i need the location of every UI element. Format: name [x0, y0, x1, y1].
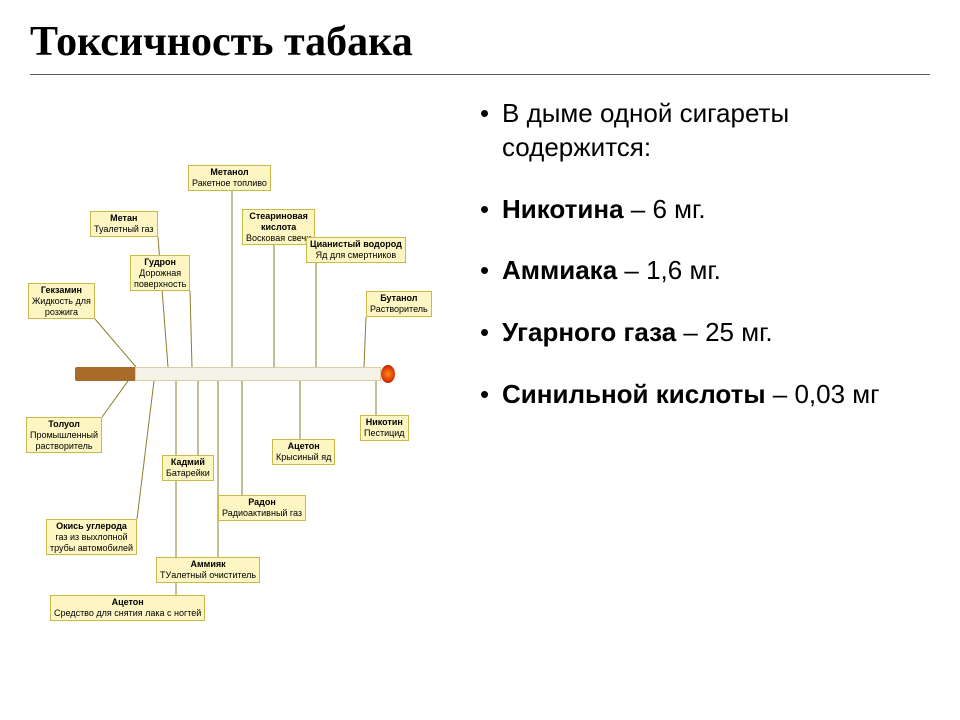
- cigarette-ember: [381, 365, 395, 383]
- callout-sub: Яд для смертников: [310, 250, 402, 261]
- callout-metanol: МетанолРакетное топливо: [188, 165, 271, 191]
- callout-sub: Радиоактивный газ: [222, 508, 302, 519]
- callout-sub: ТУалетный очиститель: [160, 570, 256, 581]
- callout-stearin: СтеариноваякислотаВосковая свечи: [242, 209, 315, 245]
- callout-head: Кадмий: [166, 457, 210, 468]
- callout-head: Стеариноваякислота: [246, 211, 311, 233]
- callout-head: Гудрон: [134, 257, 186, 268]
- callout-sub: Промышленныйрастворитель: [30, 430, 98, 452]
- cigarette: [75, 367, 395, 381]
- slide: Токсичность табака ГекзаминЖидкость дляр…: [0, 0, 960, 720]
- cigarette-diagram: ГекзаминЖидкость длярозжига МетанТуалетны…: [20, 87, 440, 627]
- callout-head: Никотин: [364, 417, 405, 428]
- content-row: ГекзаминЖидкость длярозжига МетанТуалетны…: [0, 87, 960, 627]
- callout-toluol: ТолуолПромышленныйрастворитель: [26, 417, 102, 453]
- callout-sub: Восковая свечи: [246, 233, 311, 244]
- cigarette-filter: [75, 367, 135, 381]
- bullet-item: В дыме одной сигареты содержится:: [480, 97, 930, 165]
- bullet-text: – 25 мг.: [676, 317, 772, 347]
- callout-ammiak: АммиякТУалетный очиститель: [156, 557, 260, 583]
- callout-sub: Батарейки: [166, 468, 210, 479]
- callout-head: Аммияк: [160, 559, 256, 570]
- bullet-item: Никотина – 6 мг.: [480, 193, 930, 227]
- callout-head: Метанол: [192, 167, 267, 178]
- callout-head: Толуол: [30, 419, 98, 430]
- title-divider: [30, 74, 930, 75]
- bullet-item: Аммиака – 1,6 мг.: [480, 254, 930, 288]
- callout-aceton2: АцетонСредство для снятия лака с ногтей: [50, 595, 205, 621]
- bullet-text: – 6 мг.: [624, 194, 706, 224]
- bullet-item: Синильной кислоты – 0,03 мг: [480, 378, 930, 412]
- bullet-bold: Синильной кислоты: [502, 379, 766, 409]
- bullet-item: Угарного газа – 25 мг.: [480, 316, 930, 350]
- bullet-text: – 0,03 мг: [766, 379, 880, 409]
- callout-head: Радон: [222, 497, 302, 508]
- callout-sub: Ракетное топливо: [192, 178, 267, 189]
- bullet-list: В дыме одной сигареты содержится: Никотин…: [440, 87, 940, 627]
- bullet-bold: Угарного газа: [502, 317, 676, 347]
- callout-head: Окись углерода: [50, 521, 133, 532]
- callout-sub: Жидкость длярозжига: [32, 296, 91, 318]
- callout-head: Бутанол: [370, 293, 428, 304]
- cigarette-body: [135, 367, 381, 381]
- callout-head: Ацетон: [54, 597, 201, 608]
- bullet-bold: Никотина: [502, 194, 624, 224]
- callout-sub: Средство для снятия лака с ногтей: [54, 608, 201, 619]
- callout-sub: Растворитель: [370, 304, 428, 315]
- page-title: Токсичность табака: [0, 0, 960, 74]
- callout-head: Цианистый водород: [310, 239, 402, 250]
- callout-co: Окись углеродагаз из выхлопнойтрубы авто…: [46, 519, 137, 555]
- callout-sub: Пестицид: [364, 428, 405, 439]
- callout-radon: РадонРадиоактивный газ: [218, 495, 306, 521]
- bullet-text: – 1,6 мг.: [617, 255, 721, 285]
- callout-head: Ацетон: [276, 441, 331, 452]
- bullet-bold: Аммиака: [502, 255, 617, 285]
- callout-gekzamin: ГекзаминЖидкость длярозжига: [28, 283, 95, 319]
- callout-metan: МетанТуалетный газ: [90, 211, 158, 237]
- callout-cyanide: Цианистый водородЯд для смертников: [306, 237, 406, 263]
- callout-head: Метан: [94, 213, 154, 224]
- callout-sub: Туалетный газ: [94, 224, 154, 235]
- callout-aceton1: АцетонКрысиный яд: [272, 439, 335, 465]
- callout-butanol: БутанолРастворитель: [366, 291, 432, 317]
- callout-head: Гекзамин: [32, 285, 91, 296]
- callout-cadmium: КадмийБатарейки: [162, 455, 214, 481]
- bullet-ul: В дыме одной сигареты содержится: Никотин…: [480, 97, 930, 412]
- callout-sub: газ из выхлопнойтрубы автомобилей: [50, 532, 133, 554]
- callout-sub: Крысиный яд: [276, 452, 331, 463]
- callout-sub: Дорожнаяповерхность: [134, 268, 186, 290]
- callout-nicotine: НикотинПестицид: [360, 415, 409, 441]
- callout-gudron: ГудронДорожнаяповерхность: [130, 255, 190, 291]
